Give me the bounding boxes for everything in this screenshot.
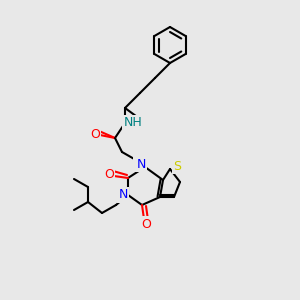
Text: S: S <box>173 160 181 172</box>
Text: N: N <box>118 188 128 202</box>
Text: O: O <box>141 218 151 230</box>
Text: N: N <box>136 158 146 170</box>
Text: O: O <box>90 128 100 142</box>
Text: N: N <box>134 155 144 169</box>
Text: NH: NH <box>124 116 142 130</box>
Text: O: O <box>104 167 114 181</box>
